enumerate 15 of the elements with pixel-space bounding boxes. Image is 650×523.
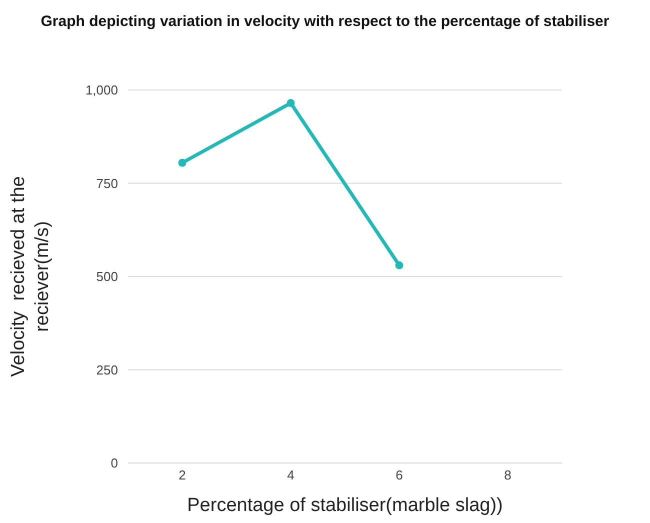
chart-title: Graph depicting variation in velocity with respect to the percentage of stabiliser <box>40 13 610 30</box>
x-tick-label: 8 <box>504 467 512 482</box>
x-axis-title: Percentage of stabiliser(marble slag)) <box>187 495 503 516</box>
x-tick-label: 4 <box>287 467 294 482</box>
point <box>286 99 295 108</box>
point <box>395 261 404 270</box>
point <box>178 158 186 167</box>
x-tick-label: 2 <box>178 467 186 482</box>
y-axis-title: Velocity recieved at the reciever(m/s) <box>8 176 53 377</box>
y-tick-label: 500 <box>96 269 118 284</box>
y-tick-label: 0 <box>110 456 118 471</box>
y-tick-label: 250 <box>96 362 118 378</box>
y-tick-label: 1,000 <box>85 82 118 98</box>
y-tick-label: 750 <box>96 176 118 191</box>
x-tick-label: 6 <box>396 467 403 482</box>
